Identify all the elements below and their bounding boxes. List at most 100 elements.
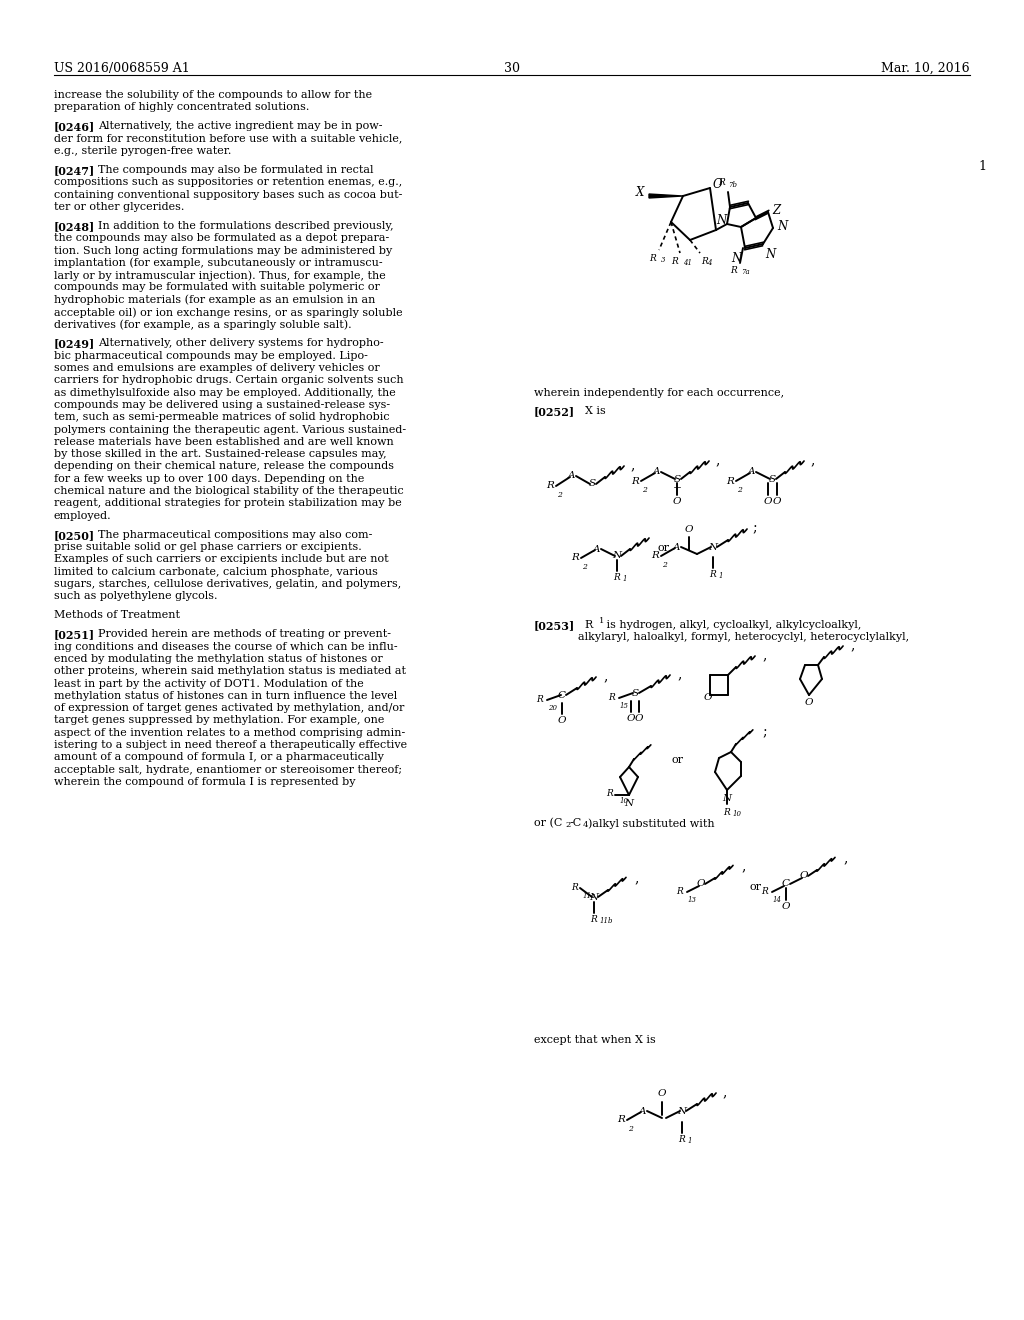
Text: O: O <box>558 715 566 725</box>
Text: 15: 15 <box>620 702 629 710</box>
Text: R: R <box>731 267 737 275</box>
Text: compounds may be delivered using a sustained-release sys-: compounds may be delivered using a susta… <box>54 400 390 411</box>
Text: 2: 2 <box>628 1125 633 1133</box>
Text: C: C <box>558 690 566 700</box>
Text: O: O <box>805 698 813 708</box>
Text: ;: ; <box>762 725 767 739</box>
Text: wherein the compound of formula I is represented by: wherein the compound of formula I is rep… <box>54 777 355 787</box>
Text: preparation of highly concentrated solutions.: preparation of highly concentrated solut… <box>54 103 309 112</box>
Text: [0250]: [0250] <box>54 529 95 541</box>
Text: R: R <box>724 808 730 817</box>
Text: N: N <box>716 214 726 227</box>
Text: R: R <box>617 1115 625 1125</box>
Text: R: R <box>631 477 639 486</box>
Text: ,: , <box>603 669 607 682</box>
Text: O: O <box>773 498 781 506</box>
Text: A: A <box>639 1106 647 1115</box>
Text: ;: ; <box>752 521 757 535</box>
Text: R: R <box>608 693 615 702</box>
Text: A: A <box>673 543 681 552</box>
Text: 1: 1 <box>623 576 628 583</box>
Text: aspect of the invention relates to a method comprising admin-: aspect of the invention relates to a met… <box>54 727 406 738</box>
Text: such as polyethylene glycols.: such as polyethylene glycols. <box>54 591 217 601</box>
Text: R: R <box>651 552 659 561</box>
Text: 2: 2 <box>557 491 562 499</box>
Text: X: X <box>636 186 644 198</box>
Text: Z: Z <box>772 203 780 216</box>
Text: R: R <box>537 696 543 705</box>
Text: for a few weeks up to over 100 days. Depending on the: for a few weeks up to over 100 days. Dep… <box>54 474 365 483</box>
Text: ,: , <box>634 871 638 884</box>
Text: ,: , <box>843 851 848 865</box>
Text: N: N <box>723 795 731 803</box>
Text: )alkyl substituted with: )alkyl substituted with <box>588 818 715 829</box>
Text: compounds may be formulated with suitable polymeric or: compounds may be formulated with suitabl… <box>54 282 380 293</box>
Text: ,: , <box>630 458 635 473</box>
Text: R: R <box>578 620 593 630</box>
Text: A: A <box>568 471 575 480</box>
Text: O: O <box>673 498 681 506</box>
Text: implantation (for example, subcutaneously or intramuscu-: implantation (for example, subcutaneousl… <box>54 257 383 268</box>
Text: tion. Such long acting formulations may be administered by: tion. Such long acting formulations may … <box>54 246 392 256</box>
Text: X is: X is <box>578 407 606 416</box>
Text: ,: , <box>810 453 814 467</box>
Text: S: S <box>768 474 775 483</box>
Text: ,: , <box>741 859 745 873</box>
Text: enced by modulating the methylation status of histones or: enced by modulating the methylation stat… <box>54 653 383 664</box>
Text: [0246]: [0246] <box>54 121 95 132</box>
Text: R: R <box>591 915 597 924</box>
Text: e.g., sterile pyrogen-free water.: e.g., sterile pyrogen-free water. <box>54 147 231 156</box>
Text: 11b: 11b <box>600 917 613 925</box>
Text: limited to calcium carbonate, calcium phosphate, various: limited to calcium carbonate, calcium ph… <box>54 566 378 577</box>
Text: O: O <box>781 902 791 911</box>
Text: somes and emulsions are examples of delivery vehicles or: somes and emulsions are examples of deli… <box>54 363 380 374</box>
Text: 1: 1 <box>978 160 986 173</box>
Text: release materials have been established and are well known: release materials have been established … <box>54 437 394 447</box>
Text: 13: 13 <box>688 896 697 904</box>
Text: 1: 1 <box>599 616 604 624</box>
Text: target genes suppressed by methylation. For example, one: target genes suppressed by methylation. … <box>54 715 384 726</box>
Text: O: O <box>635 714 643 723</box>
Text: 3: 3 <box>662 256 666 264</box>
Text: chemical nature and the biological stability of the therapeutic: chemical nature and the biological stabi… <box>54 486 403 496</box>
Text: 41: 41 <box>683 259 692 267</box>
Text: [0248]: [0248] <box>54 220 95 232</box>
Text: other proteins, wherein said methylation status is mediated at: other proteins, wherein said methylation… <box>54 667 406 676</box>
Text: R: R <box>719 178 725 187</box>
Text: ter or other glycerides.: ter or other glycerides. <box>54 202 184 213</box>
Text: [0247]: [0247] <box>54 165 95 176</box>
Text: or: or <box>749 882 761 892</box>
Text: O: O <box>685 525 693 535</box>
Text: 2: 2 <box>642 486 647 494</box>
Text: of expression of target genes activated by methylation, and/or: of expression of target genes activated … <box>54 704 404 713</box>
Text: 1: 1 <box>688 1137 692 1144</box>
Text: compositions such as suppositories or retention enemas, e.g.,: compositions such as suppositories or re… <box>54 177 402 187</box>
Text: is hydrogen, alkyl, cycloalkyl, alkylcycloalkyl,: is hydrogen, alkyl, cycloalkyl, alkylcyc… <box>603 620 861 630</box>
Text: Examples of such carriers or excipients include but are not: Examples of such carriers or excipients … <box>54 554 389 565</box>
Text: prise suitable solid or gel phase carriers or excipients.: prise suitable solid or gel phase carrie… <box>54 543 361 552</box>
Text: O: O <box>703 693 713 702</box>
Text: N: N <box>590 892 599 902</box>
Text: Methods of Treatment: Methods of Treatment <box>54 610 180 620</box>
Text: 2: 2 <box>565 821 570 829</box>
Text: amount of a compound of formula I, or a pharmaceutically: amount of a compound of formula I, or a … <box>54 752 384 763</box>
Text: The compounds may also be formulated in rectal: The compounds may also be formulated in … <box>98 165 374 176</box>
Text: 2: 2 <box>737 486 741 494</box>
Text: N: N <box>731 252 741 265</box>
Text: R: R <box>571 883 578 892</box>
Text: Alternatively, the active ingredient may be in pow-: Alternatively, the active ingredient may… <box>98 121 383 132</box>
Text: A: A <box>749 467 756 477</box>
Text: R: R <box>726 477 734 486</box>
Text: S: S <box>632 689 639 697</box>
Text: wherein independently for each occurrence,: wherein independently for each occurrenc… <box>534 388 784 399</box>
Text: depending on their chemical nature, release the compounds: depending on their chemical nature, rele… <box>54 462 394 471</box>
Text: O: O <box>627 714 635 723</box>
Text: derivatives (for example, as a sparingly soluble salt).: derivatives (for example, as a sparingly… <box>54 319 351 330</box>
Text: ,: , <box>762 648 766 663</box>
Text: 7a: 7a <box>741 268 750 276</box>
Text: increase the solubility of the compounds to allow for the: increase the solubility of the compounds… <box>54 90 372 100</box>
Text: or: or <box>672 755 684 766</box>
Text: [0251]: [0251] <box>54 630 95 640</box>
Text: R: R <box>761 887 768 896</box>
Text: N: N <box>777 219 787 232</box>
